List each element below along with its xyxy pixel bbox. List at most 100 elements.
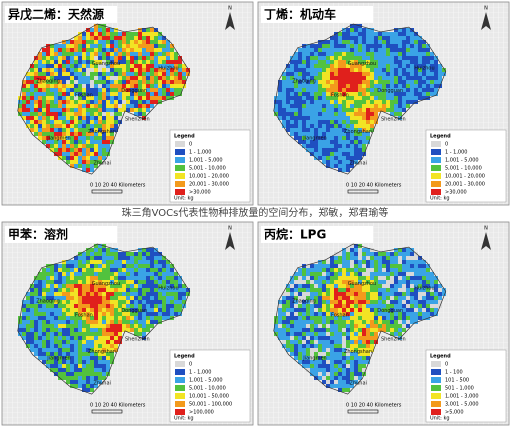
grid-cell: [338, 112, 342, 116]
legend-swatch: [431, 401, 441, 407]
grid-cell: [402, 248, 406, 252]
grid-cell: [138, 88, 142, 92]
grid-cell: [350, 272, 354, 276]
grid-cell: [342, 36, 346, 40]
grid-cell: [394, 260, 398, 264]
grid-cell: [170, 288, 174, 292]
grid-cell: [334, 64, 338, 68]
grid-cell: [62, 88, 66, 92]
grid-cell: [94, 308, 98, 312]
grid-cell: [158, 316, 162, 320]
grid-cell: [30, 104, 34, 108]
grid-cell: [394, 72, 398, 76]
grid-cell: [350, 344, 354, 348]
grid-cell: [330, 64, 334, 68]
grid-cell: [326, 164, 330, 168]
grid-cell: [74, 336, 78, 340]
grid-cell: [110, 108, 114, 112]
grid-cell: [74, 384, 78, 388]
grid-cell: [298, 84, 302, 88]
grid-cell: [130, 260, 134, 264]
grid-cell: [26, 344, 30, 348]
grid-cell: [426, 88, 430, 92]
grid-cell: [402, 304, 406, 308]
grid-cell: [362, 108, 366, 112]
grid-cell: [74, 140, 78, 144]
grid-cell: [394, 296, 398, 300]
legend-label: 0: [445, 362, 448, 368]
grid-cell: [66, 128, 70, 132]
grid-cell: [46, 72, 50, 76]
grid-cell: [150, 60, 154, 64]
grid-cell: [22, 88, 26, 92]
grid-cell: [138, 28, 142, 32]
grid-cell: [370, 36, 374, 40]
grid-cell: [142, 40, 146, 44]
grid-cell: [306, 140, 310, 144]
grid-cell: [78, 120, 82, 124]
grid-cell: [350, 380, 354, 384]
grid-cell: [374, 56, 378, 60]
grid-cell: [290, 60, 294, 64]
grid-cell: [354, 308, 358, 312]
grid-cell: [378, 104, 382, 108]
grid-cell: [346, 80, 350, 84]
grid-cell: [178, 68, 182, 72]
grid-cell: [378, 108, 382, 112]
grid-cell: [338, 292, 342, 296]
grid-cell: [414, 292, 418, 296]
grid-cell: [406, 316, 410, 320]
grid-cell: [106, 72, 110, 76]
grid-cell: [130, 84, 134, 88]
grid-cell: [310, 328, 314, 332]
grid-cell: [142, 60, 146, 64]
grid-cell: [302, 108, 306, 112]
grid-cell: [322, 108, 326, 112]
grid-cell: [126, 252, 130, 256]
grid-cell: [406, 44, 410, 48]
grid-cell: [306, 360, 310, 364]
grid-cell: [302, 76, 306, 80]
grid-cell: [26, 340, 30, 344]
title-background: [5, 226, 117, 243]
grid-cell: [426, 72, 430, 76]
grid-cell: [86, 160, 90, 164]
grid-cell: [298, 288, 302, 292]
grid-cell: [286, 320, 290, 324]
grid-cell: [374, 120, 378, 124]
grid-cell: [146, 100, 150, 104]
grid-cell: [66, 104, 70, 108]
grid-cell: [306, 100, 310, 104]
grid-cell: [30, 72, 34, 76]
grid-cell: [102, 300, 106, 304]
grid-cell: [50, 348, 54, 352]
caption: 珠三角VOCs代表性物种排放量的空间分布，郑敏，郑君瑜等: [122, 206, 389, 219]
grid-cell: [402, 92, 406, 96]
grid-cell: [86, 360, 90, 364]
grid-cell: [82, 272, 86, 276]
grid-cell: [142, 292, 146, 296]
grid-cell: [338, 324, 342, 328]
grid-cell: [358, 120, 362, 124]
grid-cell: [342, 292, 346, 296]
grid-cell: [150, 64, 154, 68]
grid-cell: [46, 284, 50, 288]
grid-cell: [390, 44, 394, 48]
grid-cell: [378, 256, 382, 260]
grid-cell: [106, 288, 110, 292]
legend-label: 10,001 - 20,000: [189, 174, 229, 180]
grid-cell: [398, 256, 402, 260]
grid-cell: [38, 100, 42, 104]
grid-cell: [298, 352, 302, 356]
grid-cell: [386, 76, 390, 80]
grid-cell: [70, 144, 74, 148]
grid-cell: [406, 28, 410, 32]
grid-cell: [70, 88, 74, 92]
grid-cell: [350, 288, 354, 292]
grid-cell: [366, 56, 370, 60]
grid-cell: [350, 76, 354, 80]
city-label: Shenzhen: [125, 116, 150, 122]
grid-cell: [398, 324, 402, 328]
grid-cell: [118, 76, 122, 80]
grid-cell: [78, 60, 82, 64]
